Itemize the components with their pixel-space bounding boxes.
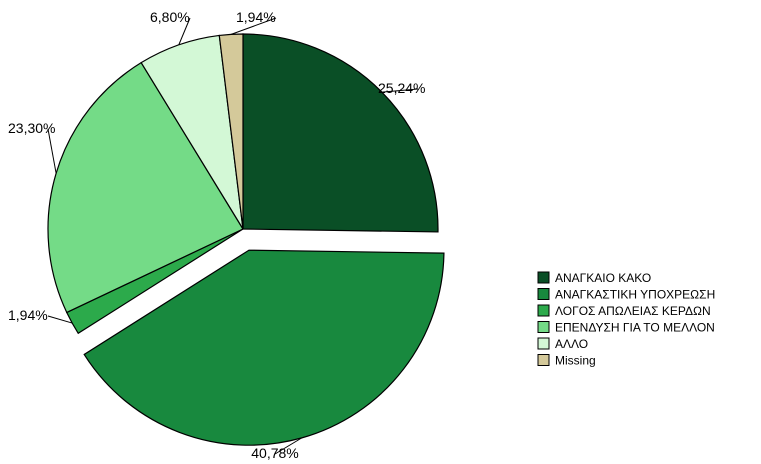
slice-4 <box>47 61 244 314</box>
legend-swatch-4 <box>537 321 550 333</box>
pie-slices <box>47 33 445 446</box>
slice-5-leader-line <box>178 17 191 46</box>
slice-4-percent-label: 23,30% <box>8 120 55 136</box>
slice-6-leader-line <box>230 17 277 35</box>
legend-swatch-2 <box>537 288 550 300</box>
slice-2 <box>83 249 445 446</box>
slice-3-percent-label: 1,94% <box>8 307 48 323</box>
legend-label-6: Missing <box>555 354 596 368</box>
legend-label-2: ΑΝΑΓΚΑΣΤΙΚΗ ΥΠΟΧΡΕΩΣΗ <box>555 288 715 302</box>
legend-label-4: ΕΠΕΝΔΥΣΗ ΓΙΑ ΤΟ ΜΕΛΛΟΝ <box>555 321 715 335</box>
legend-label-1: ΑΝΑΓΚΑΙΟ ΚΑΚΟ <box>555 271 651 285</box>
slice-5-percent-label: 6,80% <box>150 9 190 25</box>
slice-2-percent-label: 40,78% <box>251 445 298 461</box>
legend: ΑΝΑΓΚΑΙΟ ΚΑΚΟ ΑΝΑΓΚΑΣΤΙΚΗ ΥΠΟΧΡΕΩΣΗ ΛΟΓΟΣ … <box>537 271 715 368</box>
slice-labels: 25,24% 40,78% 1,94% 23,30% 6,80% 1,94% <box>8 9 425 461</box>
slice-2-leader-line <box>274 437 303 455</box>
slice-1-percent-label: 25,24% <box>378 80 425 96</box>
slice-6-percent-label: 1,94% <box>236 9 276 25</box>
legend-swatch-5 <box>537 337 550 350</box>
legend-swatch-6 <box>537 354 550 366</box>
slice-4-leader-line <box>47 128 57 174</box>
legend-label-3: ΛΟΓΟΣ ΑΠΩΛΕΙΑΣ ΚΕΡΔΩΝ <box>555 304 711 318</box>
legend-swatch-3 <box>537 304 550 317</box>
slice-1 <box>242 33 439 233</box>
legend-swatch-1 <box>537 271 550 284</box>
legend-label-5: ΑΛΛΟ <box>555 337 588 351</box>
slice-3-leader-line <box>47 315 73 324</box>
slice-1-leader-line <box>381 88 419 93</box>
